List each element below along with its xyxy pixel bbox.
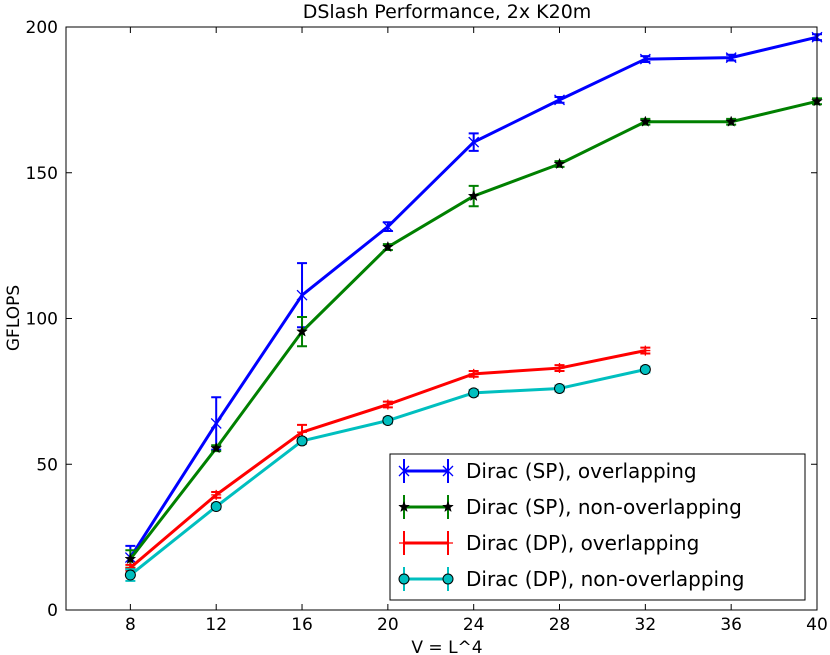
y-tick-label: 100 bbox=[26, 310, 58, 330]
y-tick-label: 150 bbox=[26, 164, 58, 184]
y-tick-label: 50 bbox=[36, 455, 58, 475]
legend-swatch-marker bbox=[398, 465, 410, 477]
legend-entry-2: Dirac (SP), non-overlapping bbox=[398, 495, 742, 519]
series-1 bbox=[124, 31, 823, 571]
legend-box bbox=[389, 453, 806, 601]
series-2-point bbox=[553, 157, 566, 170]
series-1-point bbox=[210, 417, 222, 429]
series-1-point bbox=[725, 52, 737, 64]
legend-swatch-marker bbox=[442, 500, 454, 513]
series-2-point bbox=[124, 552, 137, 565]
series-2-point bbox=[639, 115, 652, 127]
y-tick-label: 200 bbox=[26, 18, 58, 38]
plot-area bbox=[124, 31, 823, 582]
series-4-point bbox=[554, 382, 566, 394]
legend-swatch-marker bbox=[443, 538, 453, 548]
x-tick-label: 32 bbox=[635, 615, 657, 635]
legend-swatch-marker bbox=[442, 573, 454, 585]
series-4-point bbox=[468, 387, 480, 399]
x-tick-label: 28 bbox=[549, 615, 571, 635]
series-4 bbox=[124, 364, 651, 582]
x-tick-label: 40 bbox=[806, 615, 828, 635]
series-1-point bbox=[554, 94, 565, 106]
legend-entry-1: Dirac (SP), overlapping bbox=[398, 459, 697, 483]
axes: 8 12 16 20 24 28 32 36 40 0 50 100 150 200 bbox=[26, 18, 828, 635]
series-2-point bbox=[210, 442, 223, 454]
series-3-point bbox=[382, 399, 393, 410]
series-2-point bbox=[725, 115, 738, 127]
series-2-point bbox=[296, 325, 308, 337]
series-4-point bbox=[210, 501, 222, 513]
legend-label: Dirac (DP), overlapping bbox=[466, 531, 699, 555]
series-4-point bbox=[382, 415, 394, 427]
legend-label: Dirac (SP), non-overlapping bbox=[466, 495, 742, 519]
y-tick-label: 0 bbox=[47, 601, 58, 621]
legend-entry-3: Dirac (DP), overlapping bbox=[399, 531, 699, 555]
series-4-point bbox=[296, 435, 308, 447]
x-tick-label: 36 bbox=[720, 615, 742, 635]
chart-title: DSlash Performance, 2x K20m bbox=[303, 1, 592, 23]
legend: Dirac (SP), overlapping Dirac (SP), non-o… bbox=[389, 453, 806, 601]
series-4-point bbox=[124, 569, 136, 581]
series-3-point bbox=[640, 345, 651, 356]
legend-swatch-marker bbox=[398, 500, 410, 513]
series-1-point bbox=[296, 289, 308, 301]
x-axis-label: V = L^4 bbox=[411, 638, 482, 655]
x-tick-label: 8 bbox=[125, 615, 136, 635]
series-3-point bbox=[468, 368, 479, 379]
x-tick-label: 20 bbox=[377, 615, 399, 635]
series-2-point bbox=[467, 189, 480, 202]
series-1-point bbox=[468, 136, 480, 148]
legend-entry-4: Dirac (DP), non-overlapping bbox=[398, 567, 744, 591]
y-axis-label: GFLOPS bbox=[4, 285, 24, 351]
legend-swatch-marker bbox=[442, 465, 454, 477]
legend-label: Dirac (SP), overlapping bbox=[466, 459, 697, 483]
legend-swatch-marker bbox=[398, 573, 410, 585]
series-1-point bbox=[639, 53, 651, 65]
x-tick-label: 12 bbox=[205, 615, 227, 635]
x-tick-label: 16 bbox=[291, 615, 313, 635]
series-1-point bbox=[382, 221, 394, 233]
series-3-point bbox=[211, 489, 222, 500]
series-2-point bbox=[381, 240, 394, 253]
legend-swatch-marker bbox=[399, 538, 409, 548]
series-3-point bbox=[554, 363, 565, 374]
x-tick-label: 24 bbox=[463, 615, 485, 635]
series-3 bbox=[125, 345, 651, 573]
legend-label: Dirac (DP), non-overlapping bbox=[466, 567, 744, 591]
series-4-point bbox=[639, 364, 651, 376]
